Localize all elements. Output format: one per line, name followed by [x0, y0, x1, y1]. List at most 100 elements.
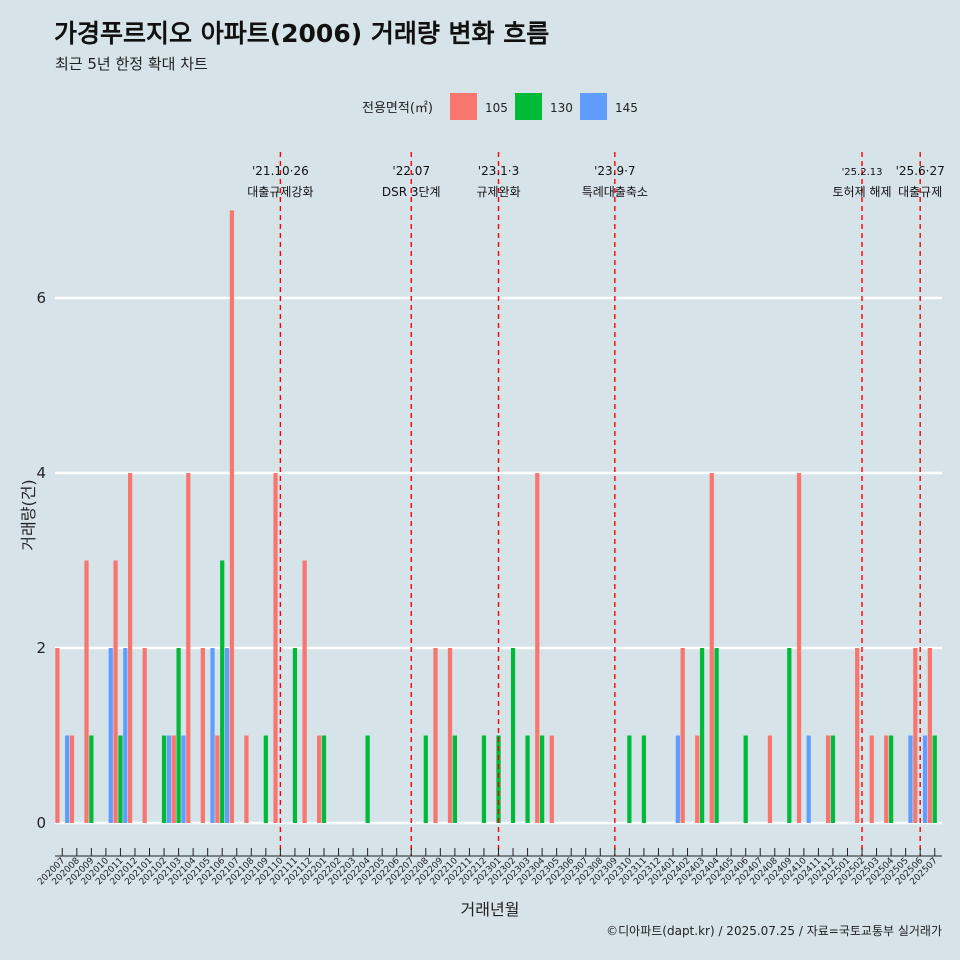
- bar-145-202410: [806, 735, 811, 823]
- legend-label: 105: [485, 101, 508, 115]
- bar-130-202409: [787, 648, 792, 823]
- y-axis: 0 2 4 6: [36, 289, 46, 832]
- bar-105-202210: [447, 648, 453, 823]
- bar-105-202408: [767, 735, 773, 823]
- chart-title: 가경푸르지오 아파트(2006) 거래량 변화 흐름: [54, 19, 550, 48]
- bar-105-202012: [128, 473, 133, 823]
- bar-105-202103: [171, 735, 176, 823]
- legend-key-105: [450, 93, 477, 120]
- bar-145-202010: [108, 648, 113, 823]
- bar-105-202506: [913, 648, 918, 823]
- legend-label: 130: [550, 101, 573, 115]
- x-axis: 2020072020082020092020102020112020122021…: [36, 848, 942, 887]
- legend-title: 전용면적(㎡): [362, 101, 433, 116]
- bar-105-202107: [229, 210, 235, 823]
- x-axis-title: 거래년월: [461, 900, 520, 919]
- bar-105-202105: [200, 648, 205, 823]
- y-tick-label: 0: [36, 814, 46, 832]
- bar-145-202011: [123, 648, 128, 823]
- bar-130-202109: [263, 735, 268, 823]
- event-date: '21.10·26: [252, 164, 309, 178]
- bar-105-202112: [302, 560, 307, 823]
- y-tick-label: 4: [36, 464, 46, 482]
- bar-105-202104: [186, 473, 191, 823]
- chart-subtitle: 최근 5년 한정 확대 차트: [55, 55, 208, 73]
- bar-130-202212: [481, 735, 487, 823]
- bar-130-202201: [321, 735, 327, 823]
- bar-145-202102: [166, 735, 172, 823]
- legend-items: 105 130 145: [450, 93, 638, 120]
- bar-105-202410: [796, 473, 802, 823]
- bar-130-202102: [161, 735, 167, 823]
- bar-145-202401: [675, 735, 680, 823]
- bar-105-202507: [927, 648, 933, 823]
- event-label: 특례대출축소: [582, 185, 648, 199]
- bar-130-202507: [932, 735, 937, 823]
- bar-105-202403: [695, 735, 700, 823]
- bar-130-202302: [510, 648, 516, 823]
- bar-105-202404: [709, 473, 714, 823]
- bar-105-202110: [273, 473, 278, 823]
- event-date: '23.9·7: [594, 164, 635, 178]
- bar-130-202404: [714, 648, 719, 823]
- bar-130-202210: [452, 735, 458, 823]
- event-label: 토허제 해제: [833, 185, 892, 199]
- event-date: '25.6·27: [896, 164, 945, 178]
- bar-105-202503: [869, 735, 874, 823]
- bars: [55, 210, 937, 823]
- bar-105-202106: [215, 735, 220, 823]
- y-axis-title: 거래량(건): [19, 479, 38, 550]
- bar-105-202504: [884, 735, 889, 823]
- legend-key-145: [580, 93, 607, 120]
- bar-105-202009: [84, 560, 89, 823]
- bar-145-202105: [210, 648, 215, 823]
- y-tick-label: 6: [36, 289, 46, 307]
- bar-105-202201: [317, 735, 322, 823]
- event-date: '25.2.13: [842, 167, 883, 178]
- event-date: '22.07: [392, 164, 430, 178]
- event-label: 규제완화: [476, 185, 520, 199]
- bar-145-202505: [908, 735, 913, 823]
- bar-130-202403: [699, 648, 705, 823]
- bar-130-202301: [496, 735, 501, 823]
- legend: 전용면적(㎡) 105 130 145: [362, 93, 638, 120]
- event-markers: '21.10·26 대출규제강화 '22.07 DSR 3단계 '23.1·3 규제완화 '…: [247, 152, 945, 856]
- event-label: DSR 3단계: [382, 185, 441, 199]
- bar-105-202108: [244, 735, 249, 823]
- bar-130-202106: [220, 560, 225, 823]
- event-date: '23.1·3: [478, 164, 519, 178]
- legend-key-130: [515, 93, 542, 120]
- bar-145-202007: [64, 735, 70, 823]
- event-label: 대출규제: [898, 185, 942, 199]
- bar-105-202008: [69, 735, 75, 823]
- bar-130-202208: [423, 735, 428, 823]
- bar-130-202103: [176, 648, 181, 823]
- event-label: 대출규제강화: [247, 185, 313, 199]
- bar-130-202304: [539, 735, 545, 823]
- bar-105-202304: [535, 473, 540, 823]
- bar-130-202009: [89, 735, 94, 823]
- bar-130-202204: [365, 735, 370, 823]
- legend-label: 145: [615, 101, 638, 115]
- bar-105-202305: [549, 735, 554, 823]
- chart-caption: ©디아파트(dapt.kr) / 2025.07.25 / 자료=국토교통부 실…: [606, 924, 942, 938]
- bar-105-202502: [855, 648, 860, 823]
- bar-130-202310: [627, 735, 632, 823]
- bar-130-202412: [830, 735, 836, 823]
- bar-145-202103: [181, 735, 186, 823]
- bar-105-202412: [825, 735, 831, 823]
- bar-130-202303: [525, 735, 530, 823]
- y-tick-label: 2: [36, 639, 46, 657]
- bar-105-202011: [113, 560, 118, 823]
- bar-145-202106: [224, 648, 230, 823]
- bar-130-202011: [118, 735, 123, 823]
- bar-130-202504: [888, 735, 894, 823]
- bar-130-202311: [641, 735, 647, 823]
- bar-145-202506: [922, 735, 928, 823]
- bar-130-202111: [292, 648, 298, 823]
- bar-105-202007: [55, 648, 60, 823]
- bar-105-202209: [433, 648, 438, 823]
- bar-105-202101: [142, 648, 147, 823]
- bar-130-202406: [743, 735, 748, 823]
